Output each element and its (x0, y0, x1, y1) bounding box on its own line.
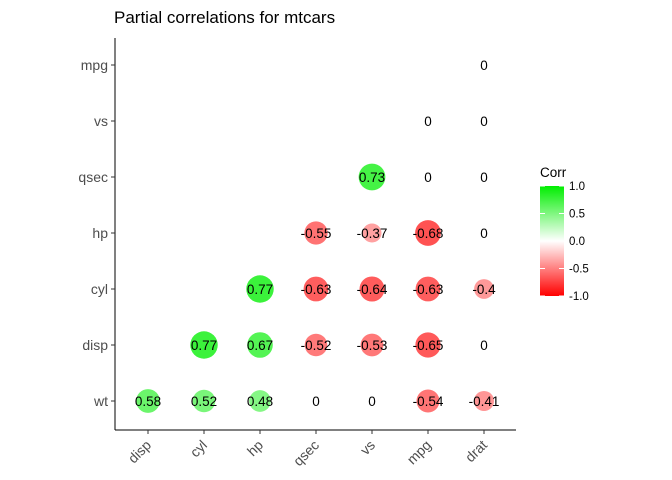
legend-title: Corr (540, 165, 567, 180)
cell-label: -0.37 (357, 226, 388, 241)
x-tick-label-disp: disp (125, 437, 155, 467)
cell-label: -0.53 (357, 338, 388, 353)
cell-label: 0 (480, 170, 488, 185)
cell-label: 0 (312, 394, 320, 409)
y-tick-label-disp: disp (82, 337, 108, 353)
y-tick-label-vs: vs (94, 113, 108, 129)
cell-label: 0 (480, 338, 488, 353)
legend-tick-label: 0.5 (569, 209, 585, 221)
cell-circle (415, 220, 441, 246)
cell-label: -0.63 (413, 282, 444, 297)
cell-label: 0 (480, 58, 488, 73)
cell-label: -0.68 (413, 226, 444, 241)
y-tick-label-qsec: qsec (78, 169, 108, 185)
cell-label: 0.73 (359, 170, 385, 185)
cell-label: 0.77 (247, 282, 273, 297)
legend-tick-label: -1.0 (569, 291, 589, 303)
cell-circle (415, 276, 441, 302)
y-tick-label-hp: hp (92, 225, 108, 241)
y-tick-label-wt: wt (93, 393, 108, 409)
cell-label: -0.4 (472, 282, 496, 297)
cell-circle (473, 390, 495, 412)
cell-circle (247, 332, 273, 358)
x-tick-label-hp: hp (244, 437, 266, 459)
legend: Corr 1.0 0.5 0.0 -0.5 -1.0 (540, 165, 589, 303)
cell-label: -0.52 (301, 338, 332, 353)
x-tick-label-vs: vs (357, 437, 378, 458)
cell-circle (359, 276, 385, 302)
x-axis-labels: disp cyl hp qsec vs mpg drat (125, 430, 490, 469)
chart-title: Partial correlations for mtcars (114, 8, 335, 27)
cell-label: -0.41 (469, 394, 500, 409)
legend-tick-label: -0.5 (569, 264, 589, 276)
cell-circle (415, 332, 441, 358)
y-tick-label-cyl: cyl (91, 281, 108, 297)
legend-tick-label: 0.0 (569, 236, 585, 248)
cell-label: 0.48 (247, 394, 273, 409)
cell-circle (303, 276, 329, 302)
cell-circle (360, 333, 384, 357)
cell-circle (246, 275, 274, 303)
x-tick-label-drat: drat (462, 437, 490, 465)
cell-circle (136, 389, 160, 413)
cell-circle (304, 333, 328, 357)
legend-tick-label: 1.0 (569, 181, 585, 193)
x-tick-label-qsec: qsec (290, 437, 322, 469)
cell-circle (474, 279, 494, 299)
x-tick-label-cyl: cyl (187, 437, 210, 460)
x-tick-label-mpg: mpg (404, 437, 435, 468)
cell-circle (190, 331, 218, 359)
cell-label: 0 (424, 170, 432, 185)
cell-circle (304, 221, 328, 245)
cell-label: 0.58 (135, 394, 161, 409)
y-tick-label-mpg: mpg (81, 57, 108, 73)
cell-circle (249, 390, 271, 412)
cell-circle (362, 223, 382, 243)
y-axis-labels: wt disp cyl hp qsec vs mpg (78, 57, 115, 409)
cell-label: 0.77 (191, 338, 217, 353)
cell-label: -0.55 (301, 226, 332, 241)
cell-label: 0.67 (247, 338, 273, 353)
cell-label: 0.52 (191, 394, 217, 409)
cell-label: -0.63 (301, 282, 332, 297)
cells-layer: 0.58 0.52 0.48 0 0 -0.54 -0.41 0.77 0.67 -0.52 -0.… (135, 58, 500, 413)
legend-ticks: 1.0 0.5 0.0 -0.5 -1.0 (540, 181, 589, 303)
cell-label: 0 (424, 114, 432, 129)
cell-circle (192, 389, 216, 413)
cell-circle (416, 389, 440, 413)
cell-label: 0 (480, 114, 488, 129)
cell-label: 0 (368, 394, 376, 409)
cell-label: -0.54 (413, 394, 444, 409)
cell-label: -0.64 (357, 282, 388, 297)
cell-label: 0 (480, 226, 488, 241)
cell-label: -0.65 (413, 338, 444, 353)
cell-circle (358, 163, 386, 191)
